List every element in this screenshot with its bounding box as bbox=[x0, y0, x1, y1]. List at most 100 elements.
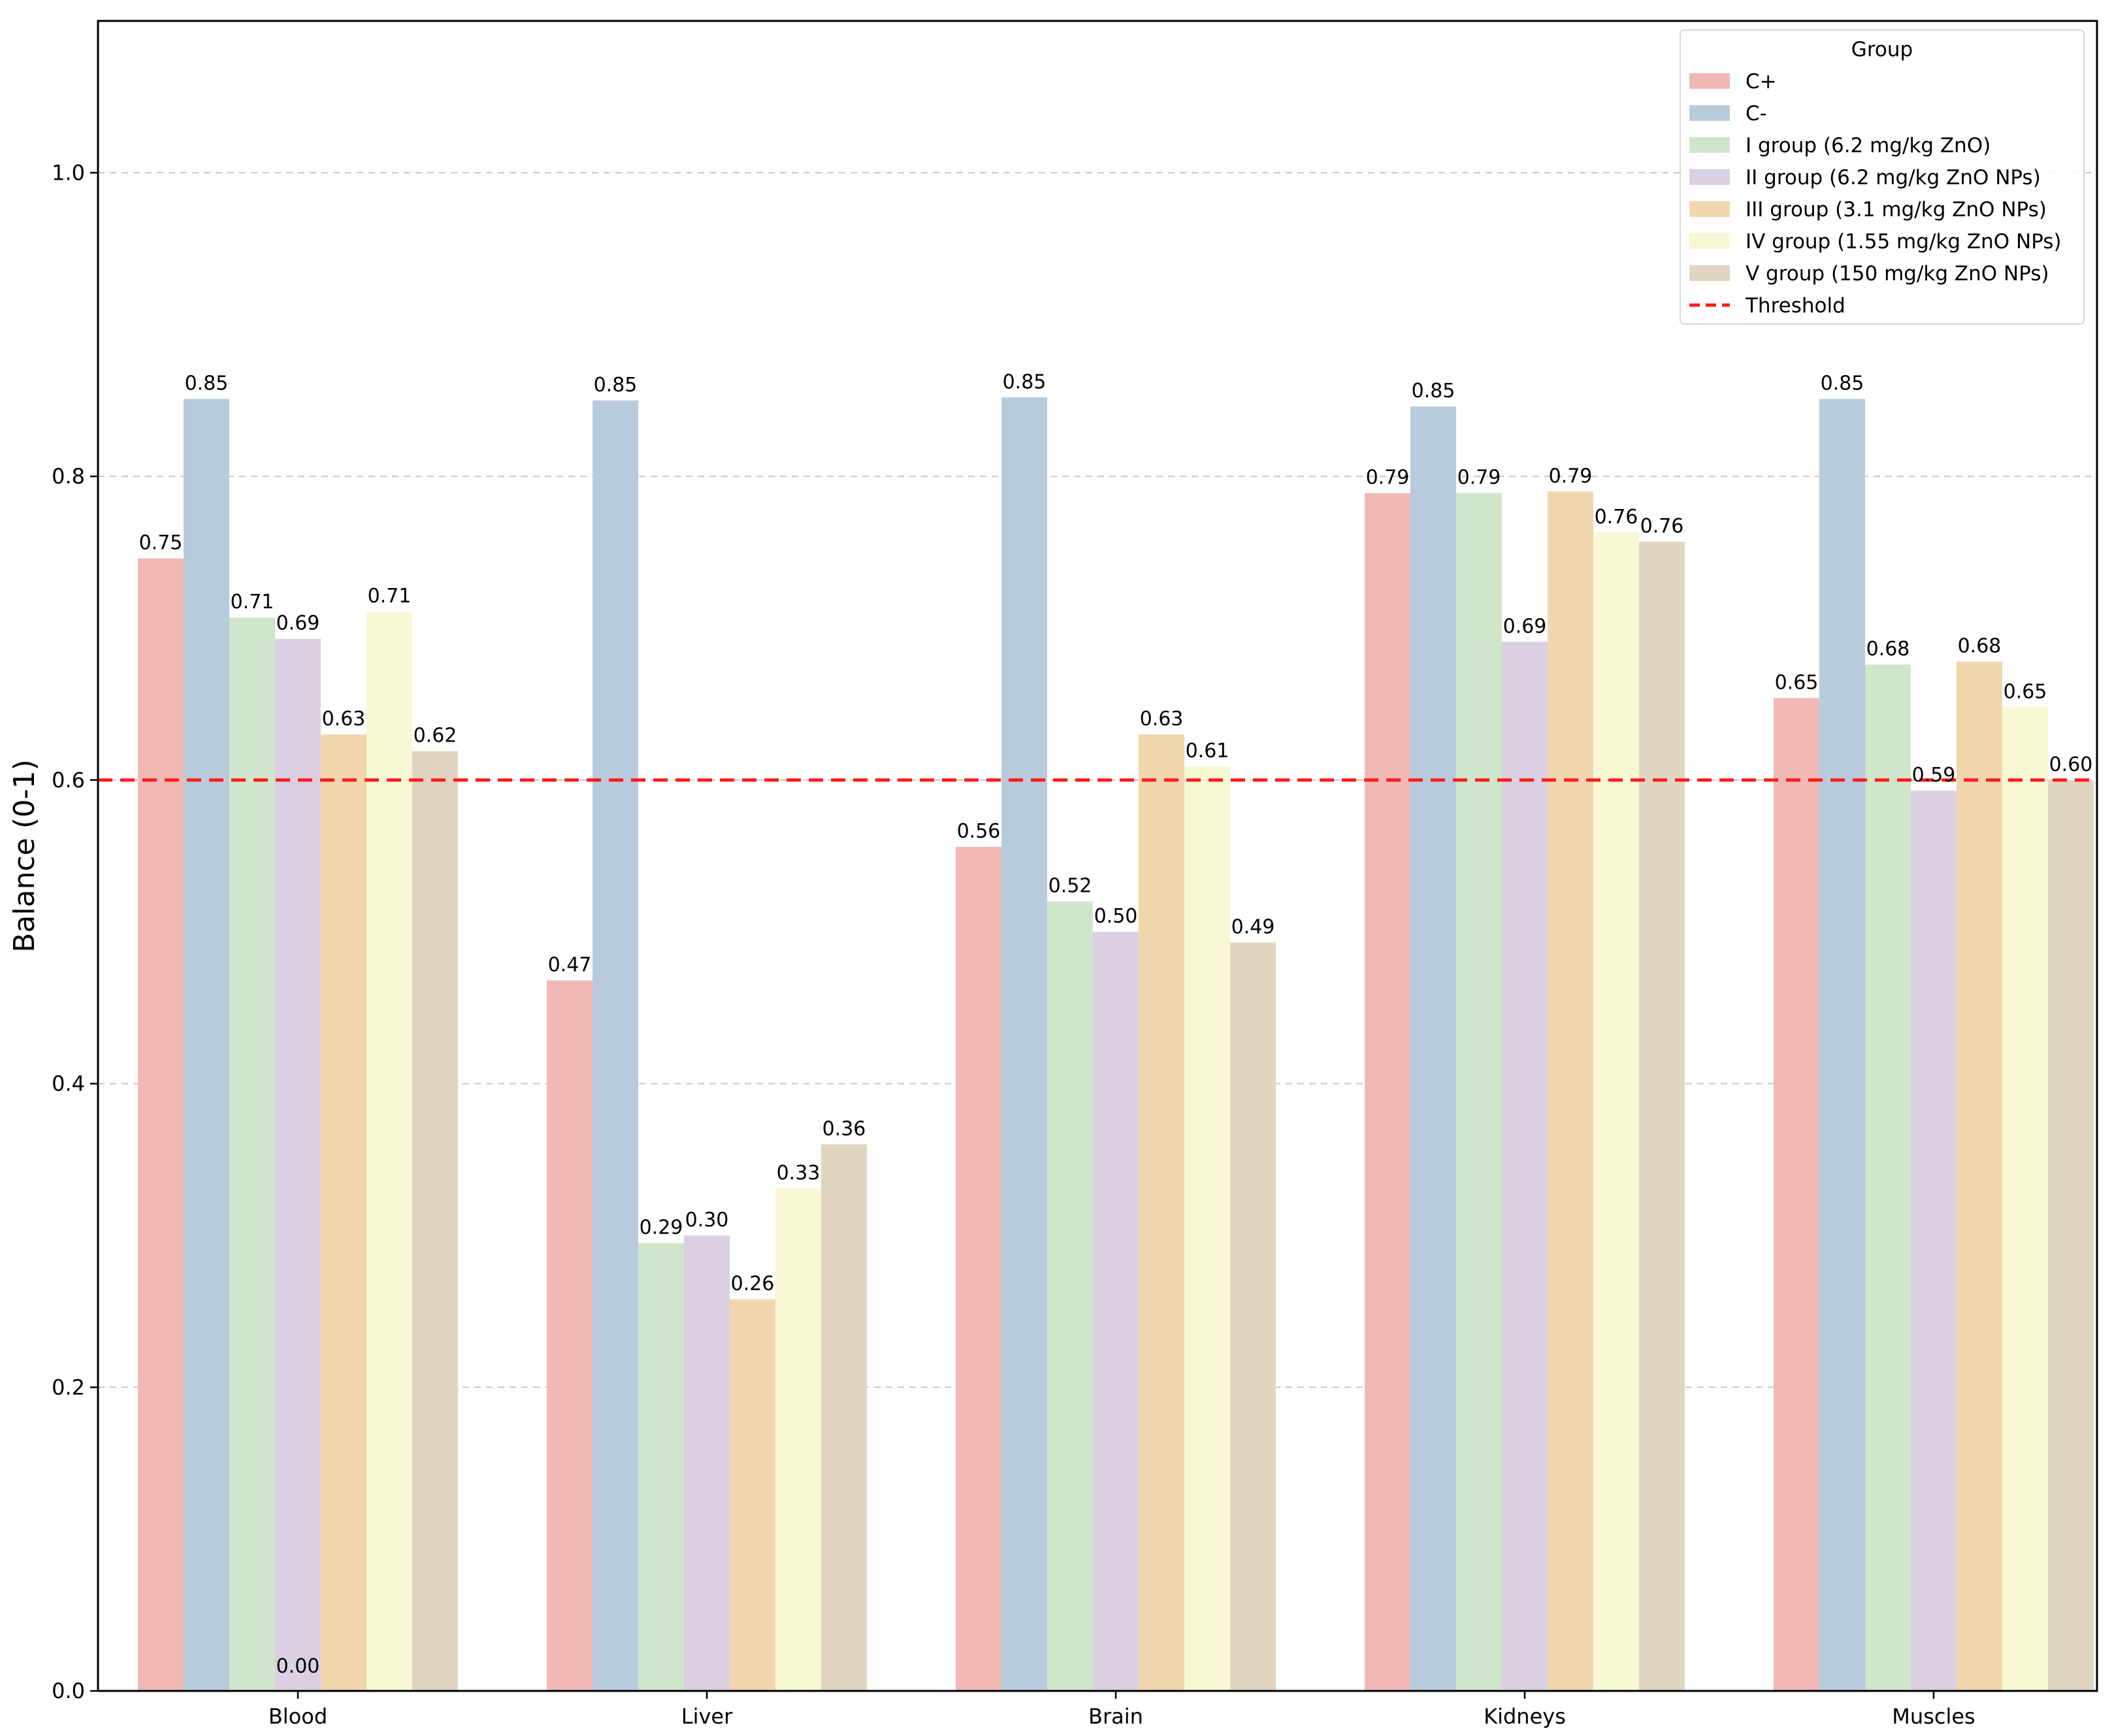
bar-value-label: 0.00 bbox=[276, 1655, 320, 1678]
legend-item-label: II group (6.2 mg/kg ZnO NPs) bbox=[1746, 166, 2041, 189]
y-axis-title: Balance (0-1) bbox=[8, 759, 41, 953]
bar bbox=[638, 1243, 684, 1691]
bar bbox=[547, 980, 593, 1691]
bar bbox=[684, 1235, 730, 1691]
legend: Group C+ C- I group (6.2 mg/kg ZnO) II group… bbox=[1680, 29, 2085, 325]
y-tick-label: 0.2 bbox=[52, 1375, 85, 1400]
bar-value-label: 0.71 bbox=[368, 585, 412, 608]
legend-item-label: C- bbox=[1746, 102, 1767, 125]
bar-value-label: 0.85 bbox=[1821, 372, 1864, 395]
x-tick-label: Kidneys bbox=[1484, 1704, 1566, 1729]
bar-value-label: 0.79 bbox=[1457, 467, 1501, 489]
bar-value-label: 0.79 bbox=[1366, 467, 1410, 489]
bar-value-label: 0.62 bbox=[414, 725, 457, 747]
bar-value-label: 0.68 bbox=[1958, 635, 2002, 658]
bar-value-label: 0.85 bbox=[594, 374, 638, 397]
bar bbox=[1001, 397, 1047, 1691]
legend-item-label: IV group (1.55 mg/kg ZnO NPs) bbox=[1746, 230, 2062, 254]
bar-value-label: 0.49 bbox=[1231, 915, 1275, 938]
bar bbox=[775, 1188, 821, 1691]
legend-item-label: Threshold bbox=[1745, 294, 1845, 318]
bar-value-label: 0.29 bbox=[640, 1217, 683, 1239]
bar bbox=[1911, 791, 1957, 1691]
bar bbox=[821, 1144, 867, 1691]
y-tick-label: 0.6 bbox=[52, 768, 85, 793]
bar-value-label: 0.60 bbox=[2049, 753, 2093, 776]
bar-value-label: 0.69 bbox=[1503, 615, 1547, 638]
bar-value-label: 0.56 bbox=[957, 820, 1001, 843]
bar bbox=[1410, 406, 1456, 1691]
bar-value-label: 0.36 bbox=[822, 1117, 866, 1140]
bar bbox=[1184, 766, 1230, 1691]
bar-value-label: 0.85 bbox=[1412, 380, 1455, 402]
bar-value-label: 0.59 bbox=[1912, 764, 1956, 787]
bar bbox=[1230, 942, 1276, 1691]
bar bbox=[956, 847, 1001, 1691]
bar bbox=[593, 400, 638, 1691]
legend-swatch bbox=[1689, 73, 1730, 89]
bar-value-label: 0.52 bbox=[1048, 875, 1092, 898]
x-tick-label: Muscles bbox=[1892, 1704, 1975, 1729]
bar bbox=[1047, 901, 1093, 1691]
bar-value-label: 0.63 bbox=[1140, 708, 1184, 730]
legend-item-label: I group (6.2 mg/kg ZnO) bbox=[1746, 134, 1990, 157]
plot-frame bbox=[97, 20, 2098, 1692]
bar-value-label: 0.76 bbox=[1640, 515, 1684, 538]
bar-value-label: 0.33 bbox=[777, 1162, 820, 1185]
bar bbox=[1365, 493, 1410, 1691]
bar-value-label: 0.50 bbox=[1094, 905, 1138, 928]
bar bbox=[1593, 532, 1639, 1691]
bar bbox=[412, 751, 458, 1691]
bar-value-label: 0.65 bbox=[2004, 680, 2047, 703]
legend-swatch bbox=[1689, 105, 1730, 121]
bar bbox=[730, 1299, 775, 1691]
bar bbox=[1502, 642, 1548, 1692]
bar-value-label: 0.85 bbox=[1003, 370, 1047, 393]
bar-value-label: 0.65 bbox=[1775, 671, 1819, 694]
bar-value-label: 0.61 bbox=[1186, 740, 1229, 762]
bar-value-label: 0.71 bbox=[231, 591, 274, 614]
bar-value-label: 0.76 bbox=[1595, 506, 1638, 529]
bar bbox=[1093, 932, 1139, 1691]
bar bbox=[321, 734, 366, 1691]
bar bbox=[2002, 707, 2048, 1691]
bar bbox=[1139, 734, 1184, 1691]
bar-value-label: 0.79 bbox=[1549, 465, 1593, 487]
legend-swatch bbox=[1689, 201, 1730, 217]
bar-value-labels: 0.750.850.710.690.630.710.620.470.850.29… bbox=[139, 370, 2093, 1678]
bar bbox=[1819, 399, 1865, 1691]
bar bbox=[138, 558, 184, 1691]
x-tick-label: Liver bbox=[681, 1704, 733, 1729]
x-axis: Blood Liver Brain Kidneys Muscles bbox=[268, 1691, 1975, 1729]
bar-value-label: 0.69 bbox=[276, 612, 320, 635]
y-tick-label: 0.0 bbox=[52, 1679, 85, 1703]
legend-swatch bbox=[1689, 169, 1730, 185]
bar bbox=[2048, 779, 2094, 1691]
legend-item-label: C+ bbox=[1746, 70, 1777, 93]
bar-value-label: 0.85 bbox=[185, 372, 229, 395]
bar-value-label: 0.26 bbox=[731, 1273, 775, 1296]
bar bbox=[1456, 493, 1502, 1691]
legend-swatch bbox=[1689, 233, 1730, 249]
bar-value-label: 0.75 bbox=[139, 532, 183, 555]
bar bbox=[1957, 661, 2002, 1692]
legend-swatch bbox=[1689, 137, 1730, 153]
bar bbox=[184, 399, 229, 1691]
bar-value-label: 0.68 bbox=[1866, 638, 1910, 661]
bars bbox=[138, 397, 2094, 1692]
legend-box bbox=[1680, 29, 2085, 325]
y-tick-label: 0.4 bbox=[52, 1072, 85, 1096]
legend-item-label: III group (3.1 mg/kg ZnO NPs) bbox=[1746, 198, 2047, 221]
bar-value-label: 0.47 bbox=[548, 954, 592, 977]
y-tick-label: 0.8 bbox=[52, 464, 85, 489]
x-tick-label: Brain bbox=[1088, 1704, 1143, 1729]
bar-value-label: 0.30 bbox=[685, 1209, 729, 1232]
bar bbox=[366, 611, 412, 1691]
legend-swatch bbox=[1689, 265, 1730, 281]
bar bbox=[1865, 664, 1911, 1691]
bar-value-label: 0.63 bbox=[322, 708, 366, 730]
y-tick-label: 1.0 bbox=[52, 160, 85, 185]
legend-item-label: V group (150 mg/kg ZnO NPs) bbox=[1746, 262, 2049, 286]
bar bbox=[1774, 698, 1819, 1691]
